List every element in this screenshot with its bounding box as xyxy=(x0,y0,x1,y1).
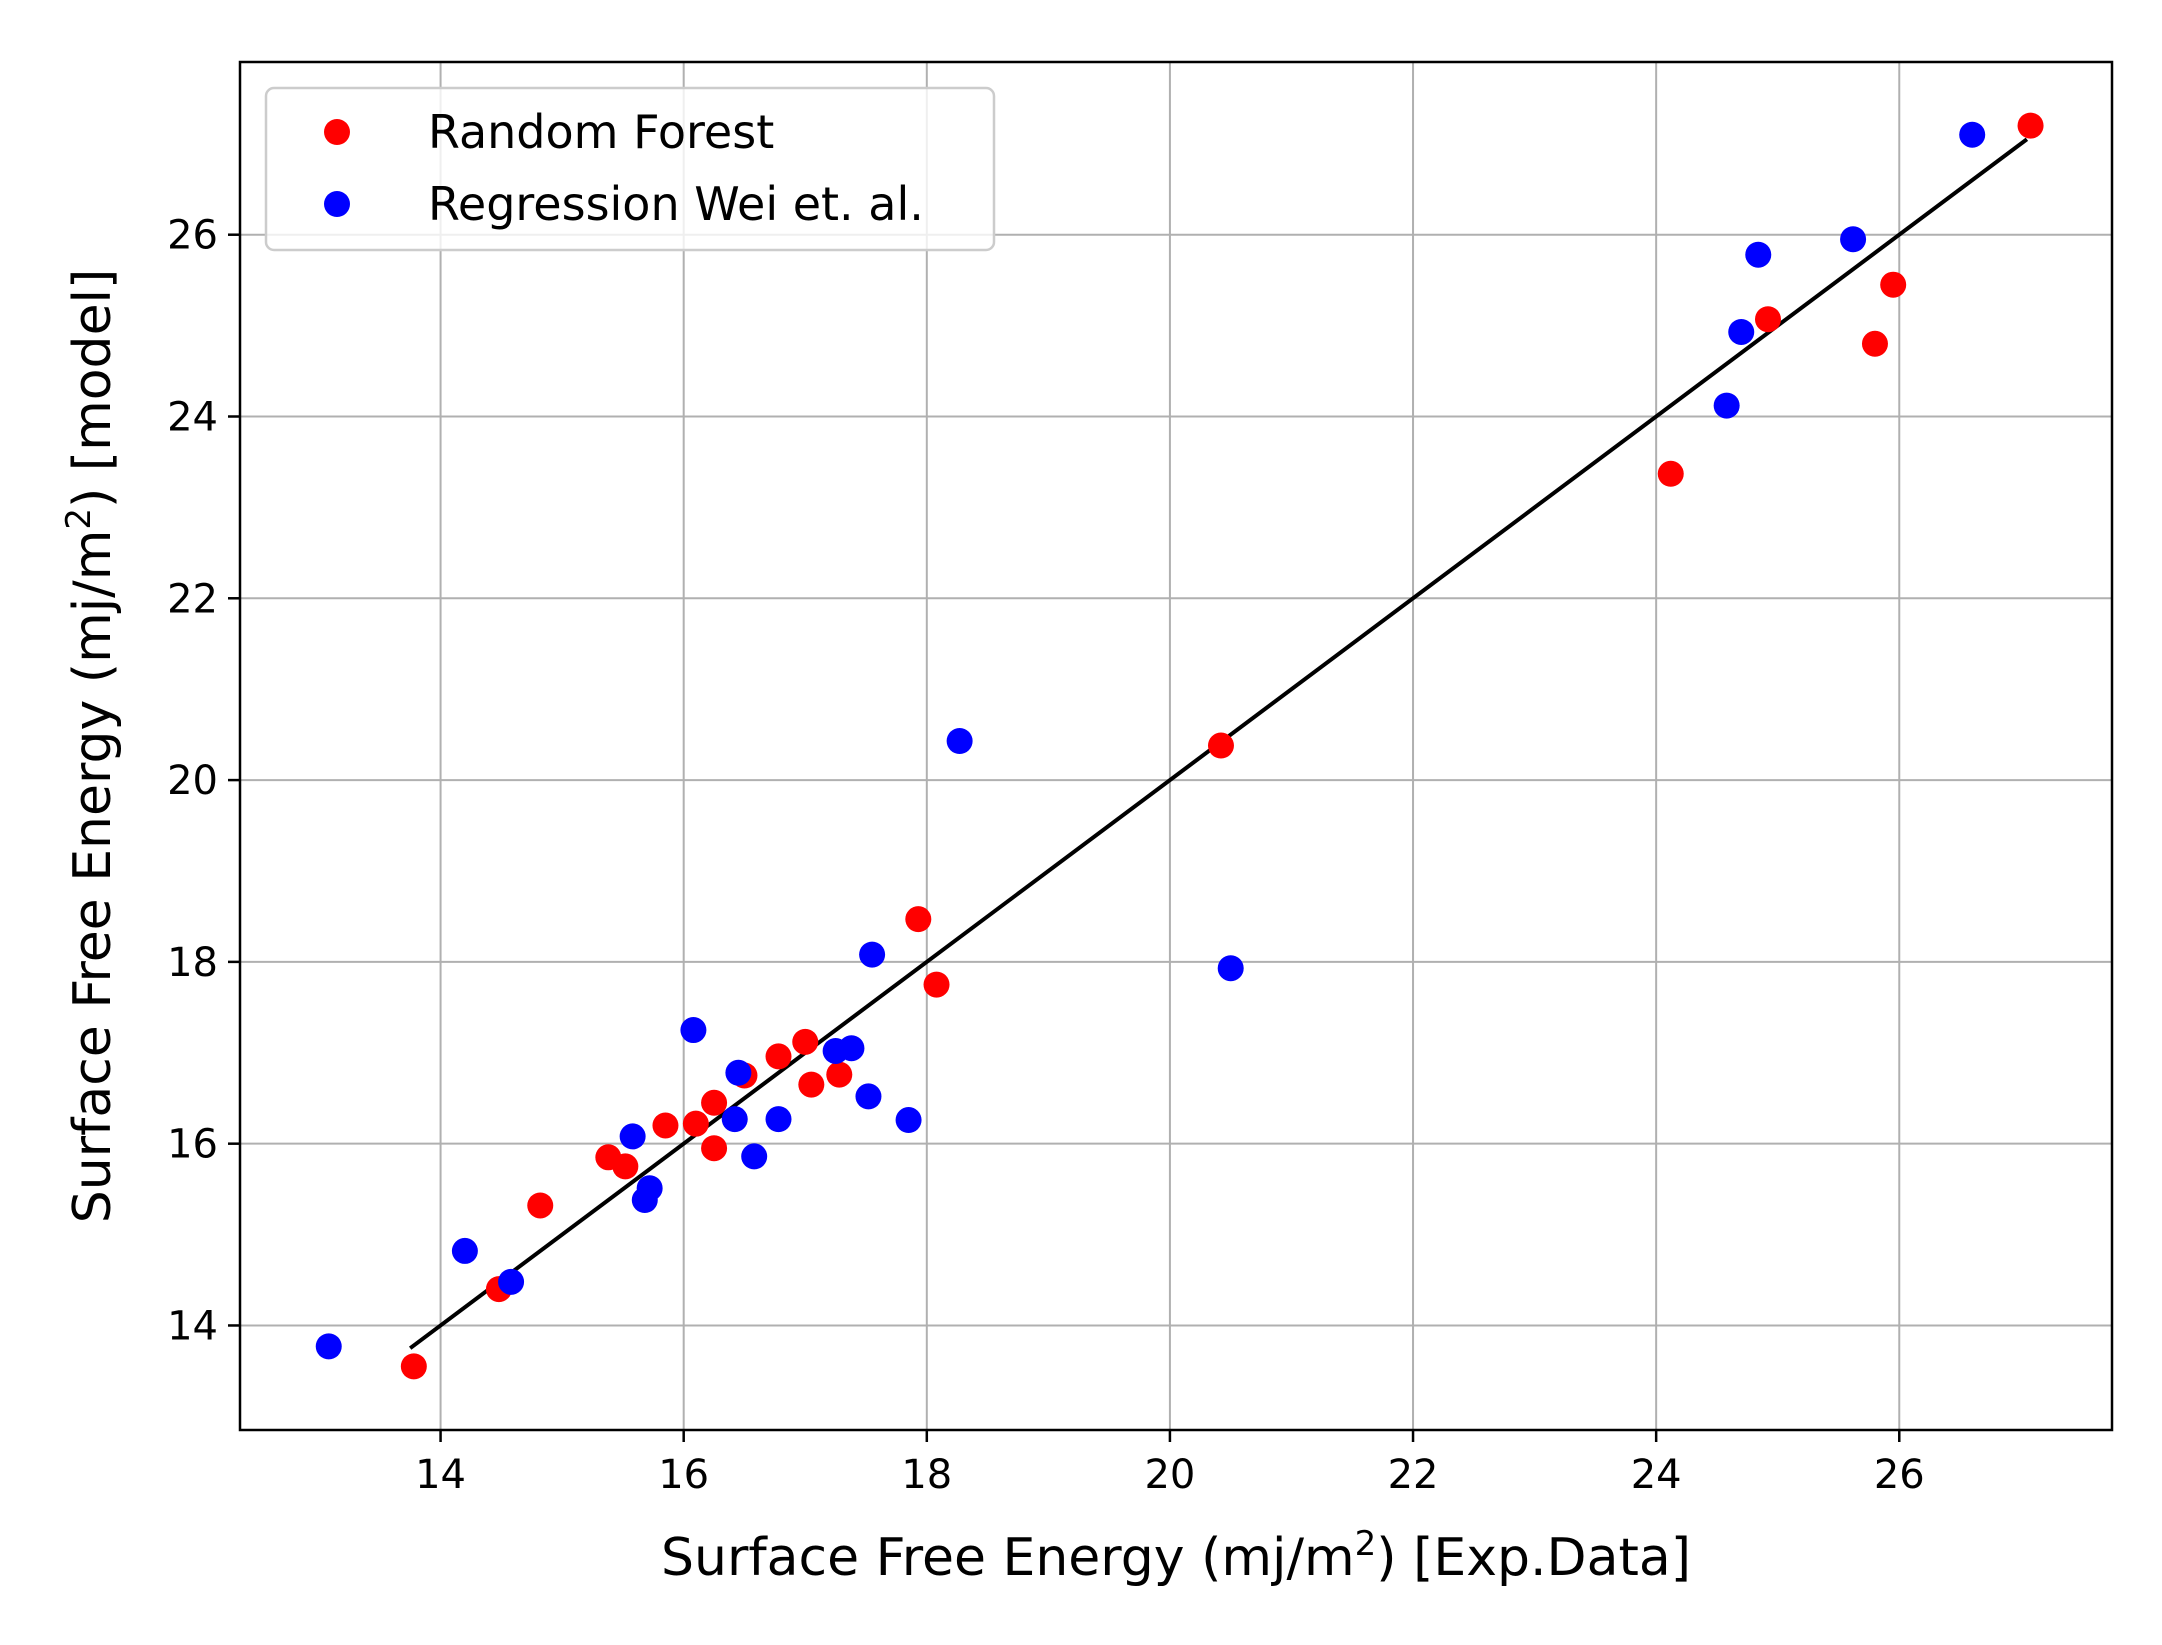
data-point-random-forest xyxy=(798,1071,825,1098)
data-point-regression-wei xyxy=(838,1035,865,1062)
legend-marker-random-forest xyxy=(324,119,350,145)
data-point-regression-wei xyxy=(1840,226,1867,253)
data-point-regression-wei xyxy=(1217,955,1244,982)
data-point-regression-wei xyxy=(636,1175,663,1202)
data-point-regression-wei xyxy=(725,1059,752,1086)
y-tick-label: 18 xyxy=(167,940,218,986)
x-tick-label: 14 xyxy=(415,1452,466,1498)
data-point-regression-wei xyxy=(498,1268,525,1295)
y-axis-ticks: 14 16 18 20 22 24 26 xyxy=(167,213,240,1349)
data-point-random-forest xyxy=(2017,112,2044,139)
legend-box xyxy=(264,86,996,252)
data-point-regression-wei xyxy=(946,728,973,755)
data-point-regression-wei xyxy=(859,941,886,968)
data-point-random-forest xyxy=(701,1135,728,1162)
data-point-random-forest xyxy=(682,1110,709,1137)
data-point-random-forest xyxy=(765,1043,792,1070)
x-tick-label: 26 xyxy=(1874,1452,1925,1498)
data-point-random-forest xyxy=(905,906,932,933)
x-tick-label: 24 xyxy=(1631,1452,1682,1498)
x-tick-label: 20 xyxy=(1144,1452,1195,1498)
data-point-random-forest xyxy=(923,971,950,998)
gridlines xyxy=(240,62,2112,1430)
y-tick-label: 16 xyxy=(167,1122,218,1168)
data-point-regression-wei xyxy=(315,1333,342,1360)
data-point-regression-wei xyxy=(895,1107,922,1134)
data-point-random-forest xyxy=(612,1153,639,1180)
x-axis-ticks: 14 16 18 20 22 24 26 xyxy=(415,1430,1925,1498)
x-tick-label: 18 xyxy=(901,1452,952,1498)
data-point-regression-wei xyxy=(1745,241,1772,268)
x-tick-label: 22 xyxy=(1388,1452,1439,1498)
x-tick-label: 16 xyxy=(658,1452,709,1498)
y-tick-label: 22 xyxy=(167,576,218,622)
legend: Random Forest Regression Wei et. al. xyxy=(264,86,996,252)
y-tick-label: 26 xyxy=(167,213,218,259)
data-point-random-forest xyxy=(1207,732,1234,759)
legend-marker-regression-wei xyxy=(324,191,350,217)
y-tick-label: 14 xyxy=(167,1303,218,1349)
legend-label-random-forest: Random Forest xyxy=(428,105,774,159)
data-point-regression-wei xyxy=(1959,121,1986,148)
data-point-random-forest xyxy=(792,1028,819,1055)
data-point-regression-wei xyxy=(855,1083,882,1110)
x-axis-label: Surface Free Energy (mj/m2) [Exp.Data] xyxy=(661,1524,1691,1588)
data-point-random-forest xyxy=(1880,271,1907,298)
y-axis-label: Surface Free Energy (mj/m2) [model] xyxy=(59,269,123,1224)
data-point-regression-wei xyxy=(451,1237,478,1264)
data-point-random-forest xyxy=(826,1061,853,1088)
data-point-regression-wei xyxy=(1728,318,1755,345)
legend-label-regression-wei: Regression Wei et. al. xyxy=(428,177,924,231)
data-points xyxy=(315,112,2044,1380)
data-point-regression-wei xyxy=(619,1123,646,1150)
data-point-regression-wei xyxy=(721,1106,748,1133)
data-point-random-forest xyxy=(1657,460,1684,487)
data-point-random-forest xyxy=(527,1192,554,1219)
y-tick-label: 24 xyxy=(167,394,218,440)
data-point-random-forest xyxy=(400,1353,427,1380)
data-point-random-forest xyxy=(1754,306,1781,333)
plot-frame xyxy=(238,60,2114,1432)
y-tick-label: 20 xyxy=(167,758,218,804)
data-point-random-forest xyxy=(652,1112,679,1139)
data-point-regression-wei xyxy=(765,1106,792,1133)
data-point-random-forest xyxy=(701,1089,728,1116)
data-point-regression-wei xyxy=(680,1017,707,1044)
data-point-regression-wei xyxy=(1713,392,1740,419)
data-point-random-forest xyxy=(1861,330,1888,357)
data-point-regression-wei xyxy=(741,1143,768,1170)
